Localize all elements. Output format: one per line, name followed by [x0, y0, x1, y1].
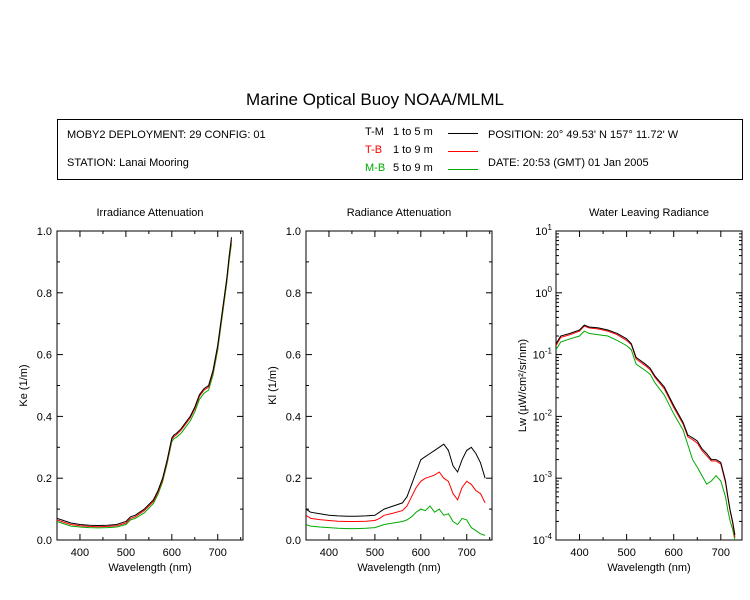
legend-code: M-B — [365, 162, 386, 174]
x-axis-label: Wavelength (nm) — [108, 562, 191, 574]
y-tick-label: 10-1 — [533, 347, 553, 362]
legend-swatch — [448, 151, 478, 152]
y-axis-label: Kl (1/m) — [267, 366, 279, 405]
x-tick-label: 500 — [117, 547, 135, 559]
series-line-t-b — [57, 240, 232, 528]
y-tick-label: 0.4 — [37, 411, 52, 423]
station-text: STATION: Lanai Mooring — [67, 157, 189, 169]
x-axis-label: Wavelength (nm) — [357, 562, 440, 574]
series-line-m-b — [556, 330, 736, 540]
series-line-t-m — [556, 324, 736, 536]
panel-title: Water Leaving Radiance — [589, 207, 709, 219]
plot-frame — [555, 230, 743, 541]
y-tick-label: 0.2 — [37, 473, 52, 485]
deployment-text: MOBY2 DEPLOYMENT: 29 CONFIG: 01 — [67, 129, 266, 141]
legend-swatch — [448, 169, 478, 170]
plot-frame — [56, 230, 244, 541]
y-tick-label: 0.6 — [37, 350, 52, 362]
x-tick-label: 400 — [570, 547, 588, 559]
info-box: MOBY2 DEPLOYMENT: 29 CONFIG: 01 STATION:… — [57, 119, 743, 180]
y-tick-label: 10-2 — [533, 408, 553, 423]
position-text: POSITION: 20° 49.53' N 157° 11.72' W — [488, 129, 679, 141]
legend-code: T-M — [365, 126, 384, 138]
chart-main-title: Marine Optical Buoy NOAA/MLML — [246, 90, 504, 109]
series-line-t-b — [556, 325, 736, 538]
series-line-t-m — [306, 443, 486, 517]
legend-range: 5 to 9 m — [393, 162, 433, 174]
y-tick-label: 101 — [535, 223, 552, 238]
y-axis-label: Lw (µW/cm²/sr/nm) — [517, 339, 529, 432]
x-tick-label: 500 — [366, 547, 384, 559]
legend-swatch — [448, 133, 478, 134]
y-tick-label: 10-4 — [533, 532, 553, 547]
y-tick-label: 0.0 — [286, 535, 301, 547]
x-tick-label: 600 — [665, 547, 683, 559]
series-line-m-b — [57, 243, 232, 529]
y-tick-label: 100 — [535, 285, 552, 300]
y-tick-label: 1.0 — [286, 226, 301, 238]
x-tick-label: 700 — [209, 547, 227, 559]
x-tick-label: 600 — [163, 547, 181, 559]
series-line-t-m — [57, 237, 232, 527]
y-tick-label: 10-3 — [533, 470, 553, 485]
y-tick-label: 0.2 — [286, 473, 301, 485]
x-tick-label: 400 — [320, 547, 338, 559]
y-tick-label: 0.8 — [37, 288, 52, 300]
plot-frame — [305, 230, 493, 541]
panel-title: Radiance Attenuation — [347, 207, 452, 219]
chart-panel-3: Water Leaving Radiance Wavelength (nm) Lw … — [517, 207, 743, 574]
x-tick-label: 600 — [412, 547, 430, 559]
x-tick-label: 400 — [71, 547, 89, 559]
chart-panel-1: Irradiance Attenuation Wavelength (nm) Ke … — [18, 207, 244, 574]
date-text: DATE: 20:53 (GMT) 01 Jan 2005 — [488, 157, 649, 169]
legend-code: T-B — [365, 144, 383, 156]
panel-title: Irradiance Attenuation — [96, 207, 203, 219]
x-tick-label: 700 — [712, 547, 730, 559]
y-tick-label: 1.0 — [37, 226, 52, 238]
y-tick-label: 0.8 — [286, 288, 301, 300]
x-tick-label: 500 — [617, 547, 635, 559]
series-line-t-b — [306, 471, 486, 522]
x-axis-label: Wavelength (nm) — [607, 562, 690, 574]
x-tick-label: 700 — [458, 547, 476, 559]
y-tick-label: 0.0 — [37, 535, 52, 547]
legend-range: 1 to 9 m — [393, 144, 433, 156]
chart-panel-2: Radiance Attenuation Wavelength (nm) Kl (1… — [267, 207, 493, 574]
legend-range: 1 to 5 m — [393, 126, 433, 138]
y-tick-label: 0.6 — [286, 350, 301, 362]
y-tick-label: 0.4 — [286, 411, 301, 423]
y-axis-label: Ke (1/m) — [18, 364, 30, 406]
series-line-m-b — [306, 505, 486, 536]
